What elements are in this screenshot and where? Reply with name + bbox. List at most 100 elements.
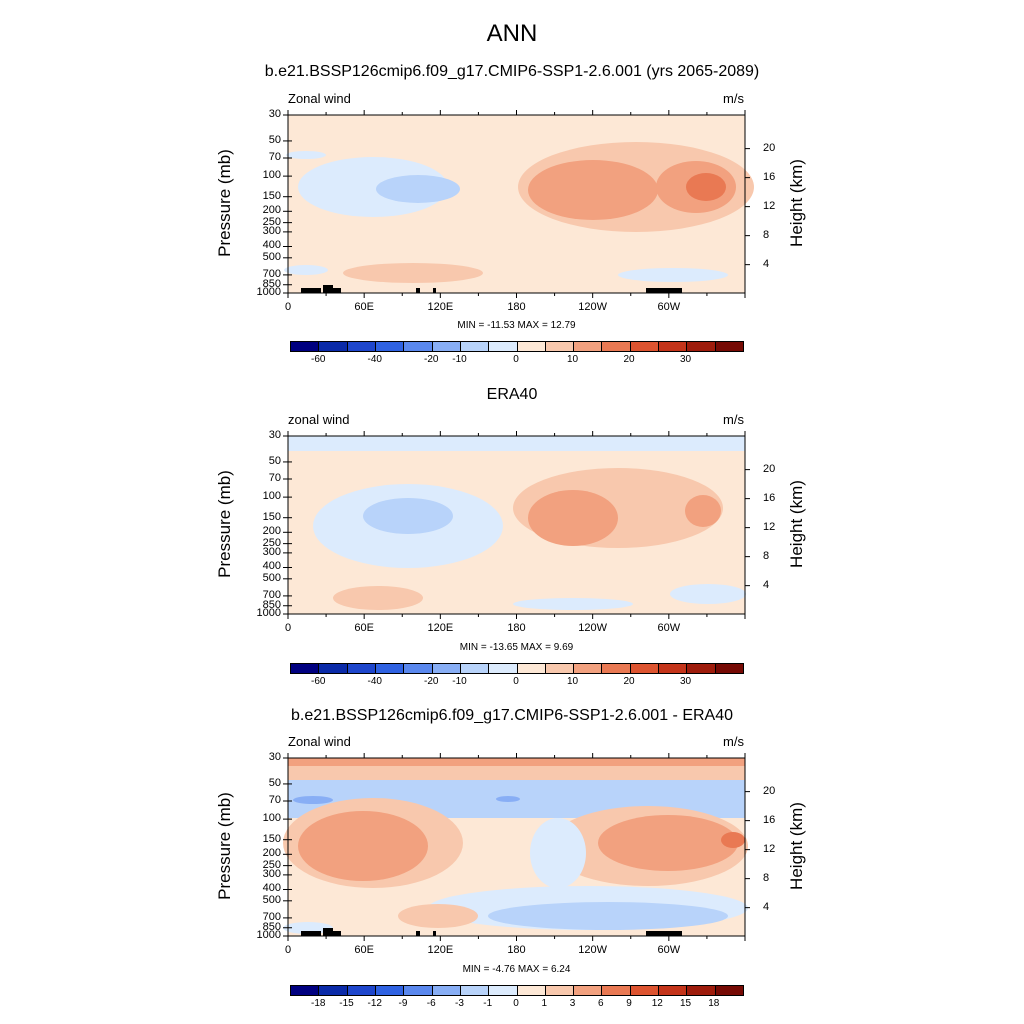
pressure-tick-label: 500 <box>262 250 281 263</box>
lower-easterly <box>618 268 728 282</box>
longitude-tick-label: 0 <box>284 944 292 956</box>
colorbar-segment <box>460 342 490 351</box>
colorbar-segment <box>574 664 603 673</box>
colorbar-segment <box>404 342 433 351</box>
lower-westerly <box>333 586 423 610</box>
land-mask <box>323 928 333 936</box>
longitude-tick-label: 60W <box>657 301 681 313</box>
land-mask <box>333 931 341 936</box>
pressure-tick-label: 1000 <box>256 929 281 941</box>
westerly-core <box>528 490 618 546</box>
longitude-tick-label: 180 <box>507 301 526 313</box>
height-tick-label: 4 <box>763 900 770 913</box>
westerly-core <box>685 495 721 527</box>
panel1-ylabel: Pressure (mb) <box>215 149 234 257</box>
panel3-y2label: Height (km) <box>787 802 806 890</box>
panel3-contour-plot <box>283 753 750 941</box>
colorbar-segment <box>375 664 405 673</box>
colorbar-label: -3 <box>455 998 464 1009</box>
pressure-tick-label: 50 <box>268 776 281 789</box>
colorbar-segment <box>687 664 716 673</box>
colorbar-segment <box>319 664 348 673</box>
colorbar-label: 30 <box>679 676 692 687</box>
colorbar-segment <box>432 664 461 673</box>
height-tick-label: 16 <box>763 491 776 504</box>
land-mask <box>323 285 333 293</box>
colorbar-label: -6 <box>426 998 436 1009</box>
panel2-minmax: MIN = -13.65 MAX = 9.69 <box>459 642 574 653</box>
colorbar-segment <box>517 986 546 995</box>
colorbar-label: 30 <box>679 354 692 365</box>
pressure-tick-label: 700 <box>262 267 281 280</box>
colorbar-segment <box>291 664 320 673</box>
height-tick-label: 12 <box>763 199 776 212</box>
pressure-tick-label: 500 <box>262 571 281 584</box>
colorbar-segment <box>715 664 743 673</box>
negative-region <box>530 818 586 888</box>
lower-positive <box>398 904 478 928</box>
pressure-tick-label: 300 <box>262 224 281 237</box>
height-tick-label: 12 <box>763 520 776 533</box>
longitude-tick-label: 120W <box>578 301 608 313</box>
colorbar-label: 10 <box>566 354 579 365</box>
pressure-tick-label: 250 <box>262 858 281 871</box>
panel1-variable-label: Zonal wind <box>288 91 351 106</box>
colorbar-label: 1 <box>541 998 548 1009</box>
colorbar-segment <box>404 664 433 673</box>
longitude-tick-label: 120W <box>578 622 608 634</box>
positive-core <box>298 811 428 881</box>
pressure-tick-label: 70 <box>268 794 281 806</box>
colorbar-label: -20 <box>424 676 439 687</box>
colorbar-label: 15 <box>679 998 692 1009</box>
lower-easterly <box>670 584 746 604</box>
colorbar-segment <box>602 664 631 673</box>
main-title: ANN <box>486 20 538 47</box>
pressure-tick-label: 200 <box>262 525 281 538</box>
colorbar-segment <box>517 342 546 351</box>
pressure-tick-label: 250 <box>262 215 281 228</box>
pressure-tick-label: 50 <box>268 133 281 146</box>
colorbar-segment <box>404 986 433 995</box>
colorbar-segment <box>545 664 575 673</box>
pressure-tick-label: 200 <box>262 204 281 217</box>
pressure-tick-label: 400 <box>262 560 281 573</box>
pressure-tick-label: 400 <box>262 882 281 895</box>
pressure-tick-label: 700 <box>262 910 281 923</box>
colorbar-segment <box>347 664 376 673</box>
colorbar-segment <box>630 664 660 673</box>
longitude-tick-label: 180 <box>507 944 526 956</box>
longitude-tick-label: 0 <box>284 622 292 634</box>
pressure-tick-label: 70 <box>268 472 281 484</box>
panel3-ylabel: Pressure (mb) <box>215 792 234 900</box>
colorbar-segment <box>291 342 320 351</box>
panel2-variable-label: zonal wind <box>288 412 350 427</box>
pressure-tick-label: 100 <box>262 169 281 182</box>
height-tick-label: 16 <box>763 170 776 183</box>
height-tick-label: 20 <box>763 141 776 154</box>
pressure-tick-label: 850 <box>262 598 281 611</box>
pressure-tick-label: 30 <box>268 429 281 441</box>
longitude-tick-label: 60W <box>657 622 681 634</box>
longitude-tick-label: 120E <box>427 622 454 634</box>
longitude-tick-label: 120W <box>578 944 608 956</box>
pressure-tick-label: 150 <box>262 189 281 202</box>
pressure-tick-label: 500 <box>262 893 281 906</box>
colorbar-segment <box>291 986 320 995</box>
colorbar-label: -60 <box>311 676 326 687</box>
colorbar-label: 6 <box>597 998 604 1009</box>
height-tick-label: 8 <box>763 871 770 884</box>
colorbar-segment <box>489 986 518 995</box>
westerly-core <box>528 160 658 220</box>
pressure-tick-label: 700 <box>262 588 281 601</box>
lower-westerly <box>343 263 483 283</box>
pressure-tick-label: 200 <box>262 847 281 860</box>
panel1-y2label: Height (km) <box>787 159 806 247</box>
colorbar-label: 0 <box>513 676 519 687</box>
land-mask <box>416 931 420 936</box>
colorbar-label: -40 <box>367 354 382 365</box>
colorbar-segment <box>319 986 348 995</box>
pressure-tick-label: 100 <box>262 812 281 825</box>
panel1-colorbar <box>290 341 744 352</box>
easterly-core <box>376 175 460 203</box>
colorbar-segment <box>347 986 376 995</box>
